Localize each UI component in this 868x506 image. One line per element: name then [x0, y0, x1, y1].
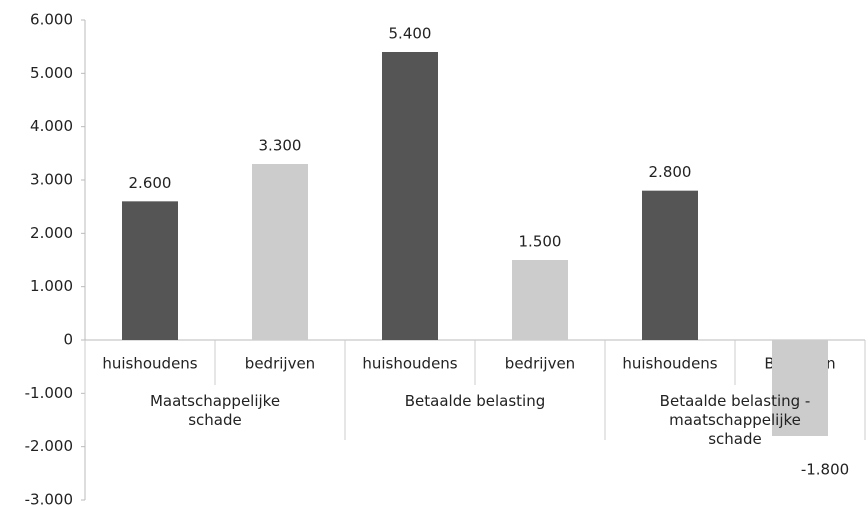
data-label: 2.600	[129, 174, 172, 192]
x-tick-label: bedrijven	[245, 355, 315, 373]
bar	[642, 190, 698, 340]
y-tick-label: -2.000	[25, 437, 73, 455]
group-label: Maatschappelijke schade	[149, 392, 281, 429]
y-tick-label: -3.000	[25, 491, 73, 506]
y-tick-label: -1.000	[25, 384, 73, 402]
bar	[122, 201, 178, 340]
data-label: 3.300	[259, 137, 302, 155]
x-tick-label: huishoudens	[102, 355, 197, 373]
group-label: Betaalde belasting	[404, 392, 546, 410]
data-label: 5.400	[389, 25, 432, 43]
y-tick-label: 6.000	[30, 11, 73, 29]
data-label: -1.800	[801, 461, 849, 479]
y-tick-label: 0	[63, 331, 73, 349]
x-tick-label: huishoudens	[622, 355, 717, 373]
x-tick-label: bedrijven	[505, 355, 575, 373]
bar	[252, 164, 308, 340]
y-tick-label: 4.000	[30, 117, 73, 135]
y-tick-label: 5.000	[30, 64, 73, 82]
bar	[772, 340, 828, 436]
y-tick-label: 2.000	[30, 224, 73, 242]
data-label: 1.500	[519, 233, 562, 251]
bar	[382, 52, 438, 340]
y-tick-label: 1.000	[30, 277, 73, 295]
bar	[512, 260, 568, 340]
y-tick-label: 3.000	[30, 171, 73, 189]
group-label: Betaalde belasting - maatschappelijke sc…	[659, 392, 811, 448]
data-label: 2.800	[649, 163, 692, 181]
x-tick-label: huishoudens	[362, 355, 457, 373]
